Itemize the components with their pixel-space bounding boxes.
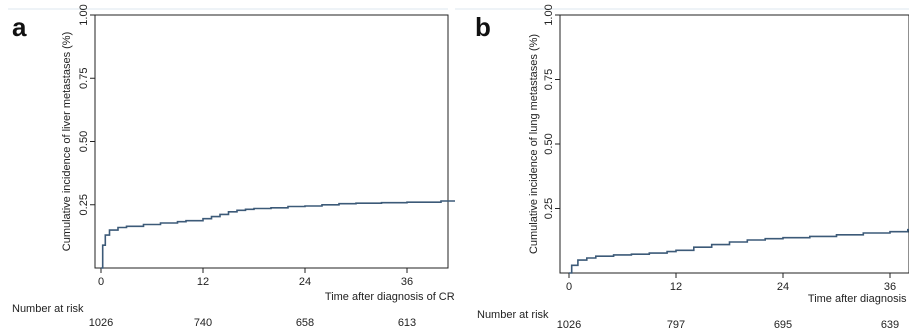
- risk-value: 797: [667, 319, 685, 330]
- x-tick-label: 24: [299, 276, 311, 288]
- y-tick-label: 0.25: [78, 194, 90, 215]
- risk-table-label: Number at risk: [12, 303, 84, 315]
- liver-incidence-curve: [101, 200, 455, 269]
- x-tick-label: 36: [884, 281, 896, 293]
- x-tick-label: 36: [401, 276, 413, 288]
- top-divider: [8, 8, 448, 10]
- risk-value: 658: [296, 317, 314, 329]
- liver-metastases-chart: a 0.250.500.751.00 01224364860 Cumulativ…: [8, 4, 455, 329]
- risk-table-label: Number at risk: [477, 309, 549, 321]
- x-axis-label: Time after diagnosis of CRC (months): [325, 291, 455, 303]
- y-tick-label: 0.75: [78, 68, 90, 89]
- panel-label: b: [475, 12, 491, 42]
- risk-value: 639: [881, 319, 899, 330]
- risk-value: 740: [194, 317, 212, 329]
- y-tick-label: 0.50: [543, 133, 555, 154]
- x-tick-label: 24: [777, 281, 789, 293]
- top-divider: [455, 8, 909, 10]
- plot-area: [559, 14, 909, 274]
- y-axis-label: Cumulative incidence of liver metastases…: [61, 32, 73, 251]
- y-tick-label: 0.25: [543, 198, 555, 219]
- y-tick-label: 0.50: [78, 131, 90, 152]
- x-axis-label: Time after diagnosis of CRC (months): [808, 293, 909, 305]
- x-tick-label: 0: [566, 281, 572, 293]
- risk-value: 1026: [89, 317, 113, 329]
- y-tick-label: 0.75: [543, 69, 555, 90]
- risk-value: 695: [774, 319, 792, 330]
- lung-metastases-chart: b 0.250.500.751.00 01224364860 Cumulativ…: [455, 4, 909, 330]
- lung-incidence-curve: [569, 228, 909, 274]
- x-tick-label: 12: [670, 281, 682, 293]
- y-tick-label: 1.00: [78, 4, 90, 25]
- x-tick-label: 12: [197, 276, 209, 288]
- risk-value: 613: [398, 317, 416, 329]
- y-axis-label: Cumulative incidence of lung metastases …: [528, 34, 540, 254]
- panel-label: a: [12, 12, 27, 42]
- risk-value: 1026: [557, 319, 581, 330]
- y-tick-label: 1.00: [543, 4, 555, 25]
- plot-area: [94, 14, 449, 269]
- x-tick-label: 0: [98, 276, 104, 288]
